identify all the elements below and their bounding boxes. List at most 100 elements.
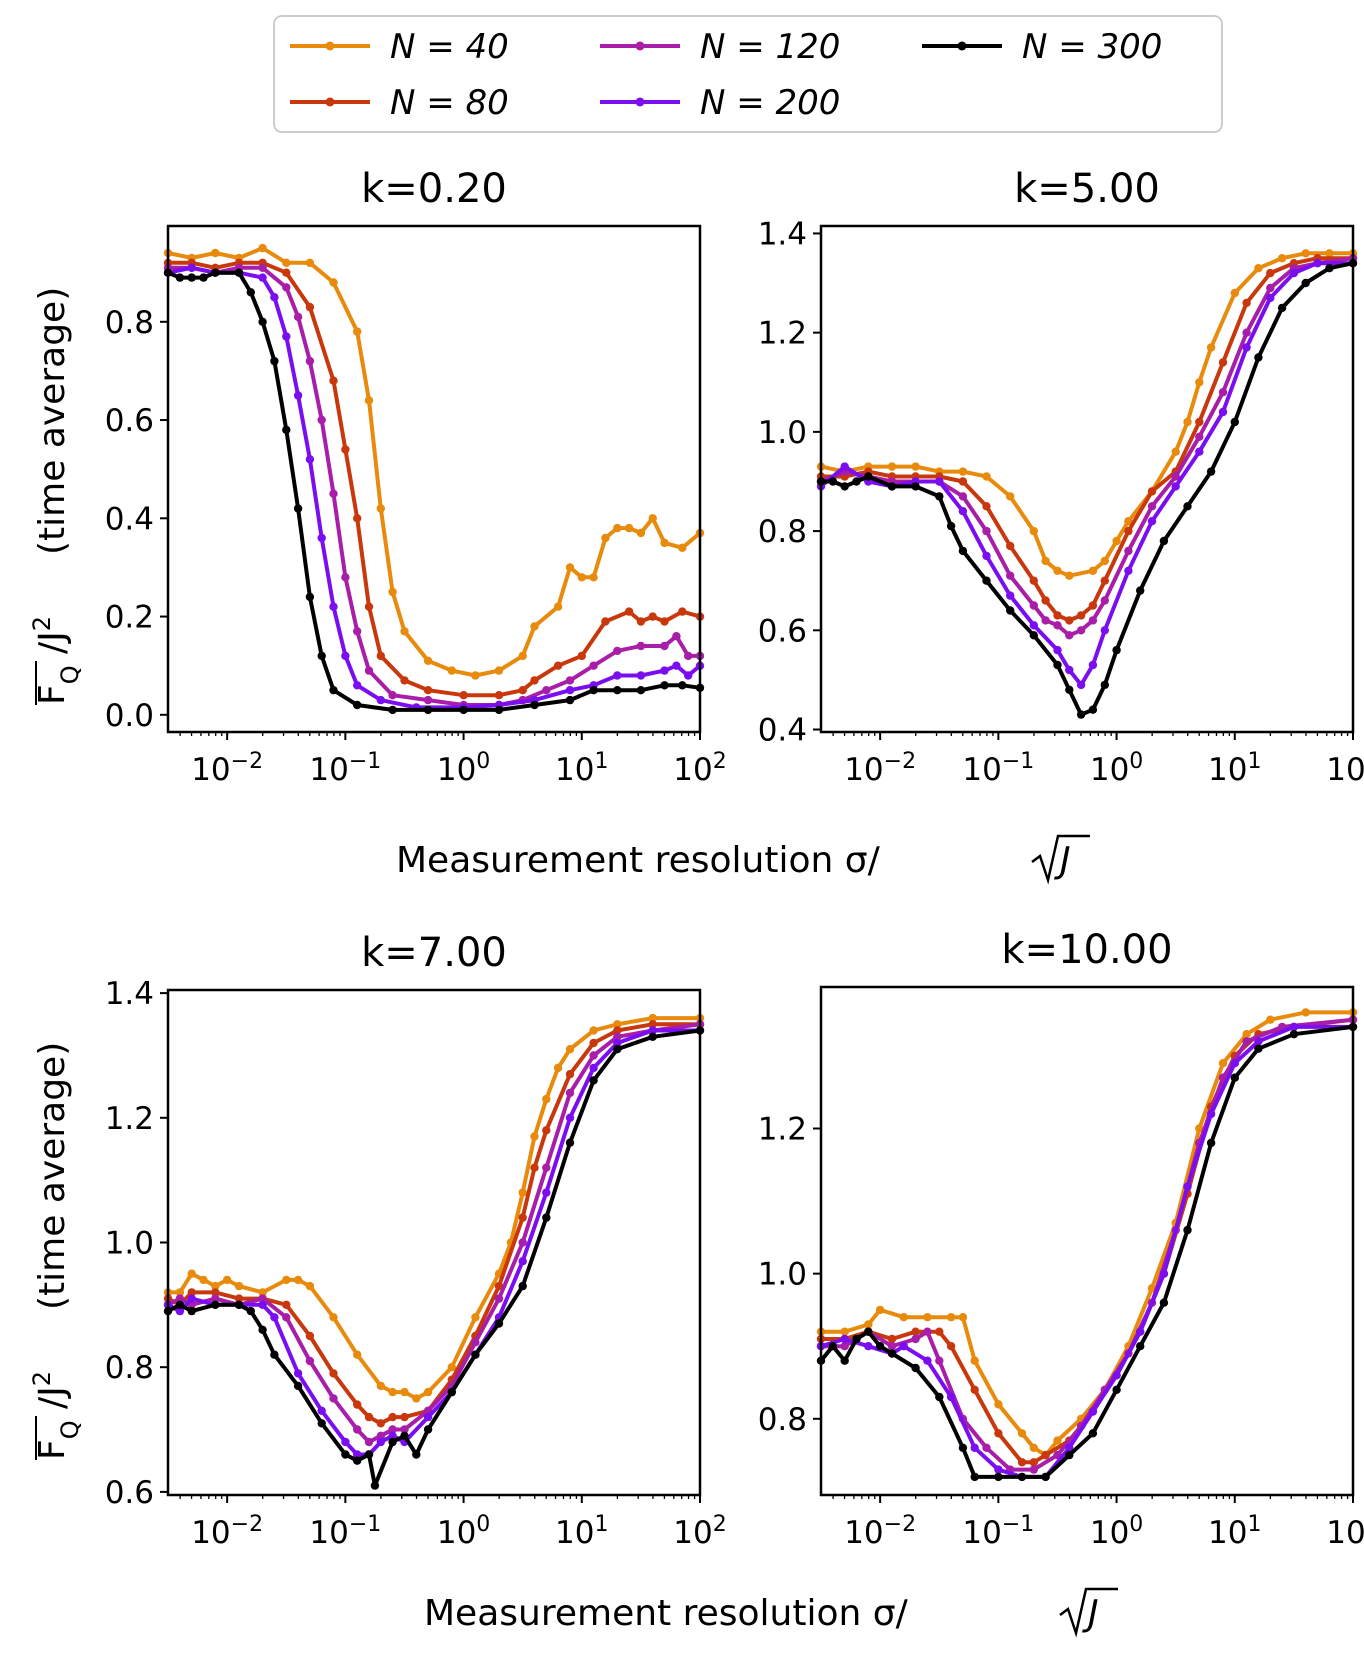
y-tick-label: 1.4 [105, 976, 154, 1012]
legend-entry-5: N = 300 [922, 27, 1162, 67]
data-point [911, 482, 920, 491]
y-tick-label: 1.4 [758, 216, 807, 252]
data-point [1242, 1030, 1251, 1039]
data-point [994, 1400, 1003, 1409]
data-point [400, 627, 409, 636]
data-point [1100, 596, 1110, 605]
data-point [1088, 1429, 1098, 1438]
legend-label: N = 200 [700, 83, 840, 123]
data-point [370, 1481, 380, 1490]
y-tick-label: 1.0 [105, 1226, 154, 1262]
data-point [935, 1392, 944, 1402]
data-point [1112, 1371, 1121, 1380]
data-point [329, 1313, 338, 1322]
data-point [1088, 601, 1098, 610]
data-point [1006, 591, 1015, 600]
x-tick-label: 10−1 [962, 1512, 1034, 1552]
data-point [589, 686, 598, 695]
y-tick-label: 0.6 [105, 403, 154, 439]
data-point [293, 312, 303, 322]
data-point [994, 1472, 1003, 1482]
panel-4: k=10.00 0.8 1.0 1.2 10−2 10−1 100 101 102 [758, 927, 1364, 1551]
data-point [199, 1275, 208, 1285]
data-point [246, 288, 255, 297]
data-point [911, 1363, 920, 1373]
data-point [1088, 705, 1098, 714]
data-point [577, 651, 586, 661]
data-point [282, 258, 291, 267]
y-tick-label: 0.6 [105, 1475, 154, 1511]
data-point [565, 1113, 575, 1123]
data-point [852, 477, 861, 486]
data-point [1183, 1225, 1192, 1235]
data-point [211, 1300, 220, 1310]
data-point [1065, 616, 1074, 625]
data-point [911, 1334, 920, 1344]
axes-frame [166, 224, 702, 734]
data-point [1124, 526, 1133, 536]
data-point [648, 1032, 657, 1042]
data-point [376, 1381, 385, 1391]
xlabel-text-top: Measurement resolution σ/ [396, 840, 881, 881]
data-point [234, 1294, 244, 1303]
x-tick-label: 101 [1208, 1512, 1261, 1552]
data-point [305, 1281, 315, 1291]
ylabel-text-top: (time average) [32, 287, 73, 555]
y-tick-label: 1.2 [758, 1112, 807, 1148]
data-point [660, 681, 669, 690]
data-point [1065, 631, 1074, 640]
data-point [364, 1412, 374, 1422]
data-point [388, 1437, 397, 1447]
data-point [958, 492, 968, 501]
data-point [887, 1342, 897, 1351]
data-point [175, 1288, 185, 1297]
data-point [353, 1350, 362, 1359]
data-point [840, 1342, 849, 1351]
data-point [1218, 1059, 1228, 1068]
data-point [1017, 1458, 1027, 1467]
data-point [376, 1437, 385, 1447]
data-point [353, 514, 362, 523]
data-point [1266, 268, 1275, 278]
data-point [400, 1425, 409, 1434]
series-group [816, 1008, 1358, 1482]
data-point [317, 533, 326, 543]
data-point [258, 1294, 267, 1303]
data-point [1006, 571, 1015, 580]
data-point [1029, 1443, 1039, 1453]
data-point [364, 666, 374, 675]
data-point [518, 1188, 527, 1197]
data-point [211, 1294, 220, 1303]
data-point [636, 617, 646, 626]
data-point [329, 1394, 338, 1403]
data-point [447, 1363, 456, 1372]
data-point [530, 1132, 539, 1141]
data-point [1159, 536, 1169, 546]
data-point [982, 576, 991, 585]
data-point [672, 632, 681, 641]
data-point [542, 1188, 551, 1197]
data-point [175, 273, 185, 282]
x-tick-label: 101 [555, 1512, 608, 1552]
data-point [613, 1026, 622, 1035]
data-point [636, 641, 646, 651]
data-point [329, 1369, 338, 1378]
data-point [1218, 358, 1228, 367]
data-point [1029, 621, 1039, 630]
data-point [494, 705, 504, 715]
data-point [1325, 264, 1334, 273]
y-tick-label: 0.2 [105, 600, 154, 636]
data-point [258, 317, 267, 326]
data-point [1183, 417, 1192, 427]
data-point [923, 1313, 932, 1322]
data-point [565, 686, 575, 695]
data-point [1313, 259, 1322, 268]
data-point [258, 1300, 267, 1310]
data-point [341, 1450, 350, 1459]
series-line-N40 [820, 251, 1353, 578]
data-point [1206, 1138, 1216, 1148]
data-point [471, 1350, 480, 1359]
data-point [613, 686, 622, 695]
x-tick-label: 102 [673, 1512, 726, 1552]
data-point [1195, 378, 1204, 387]
